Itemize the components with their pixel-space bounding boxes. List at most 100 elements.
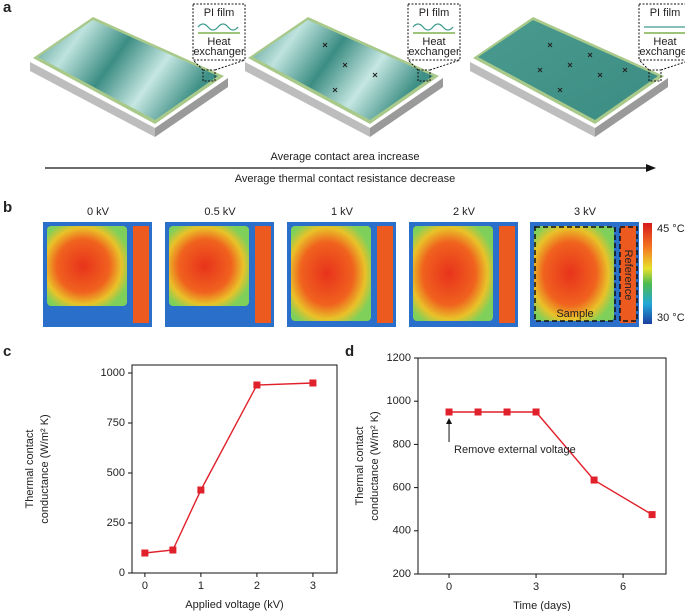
contact-mark: [322, 42, 328, 48]
callout-film: PI film: [419, 7, 450, 19]
panel-label: b: [3, 199, 12, 216]
panel-label: a: [3, 0, 12, 16]
charts: 0 250 500 750 1000 0 1 2 3 Applied voltage (kV) Th…: [24, 352, 667, 611]
callout-line: [192, 59, 246, 71]
x-tick-label: 6: [620, 581, 626, 593]
slab-side: [595, 78, 668, 137]
arrow-label: Average contact area increase: [271, 151, 420, 163]
x-tick-label: 3: [533, 581, 539, 593]
voltage-label: 1 kV: [331, 206, 354, 218]
slab-side: [470, 62, 595, 137]
sample-region: [534, 226, 614, 321]
plot-frame: [131, 364, 338, 574]
colorbar: [643, 223, 652, 324]
data-point: [197, 486, 205, 494]
y-tick-label: 1200: [387, 352, 411, 364]
y-axis-label: conductance (W/m² K): [39, 414, 51, 523]
sample-region: [413, 226, 493, 321]
contact-mark: [597, 72, 603, 78]
callout-exchanger: exchanger: [193, 46, 245, 58]
colorbar-label: 30 °C: [657, 312, 685, 324]
voltage-label: 2 kV: [453, 206, 476, 218]
x-axis-label: Applied voltage (kV): [185, 599, 283, 611]
slab-top: [253, 20, 433, 120]
y-tick-label: 1000: [387, 395, 411, 407]
slab-side: [245, 62, 370, 137]
sample-region: [291, 226, 371, 321]
callout-exchanger: Heat: [653, 36, 676, 48]
data-point: [169, 546, 177, 554]
x-tick-label: 3: [310, 580, 316, 592]
callout-target: [417, 69, 431, 82]
sample-outline: [534, 226, 616, 322]
reference-region: [133, 226, 149, 323]
callout-exchanger: exchanger: [639, 46, 685, 58]
contact-mark: [537, 67, 543, 73]
slab-side: [30, 62, 155, 137]
y-tick-label: 500: [107, 467, 125, 479]
data-point: [309, 379, 317, 387]
data-point: [474, 408, 482, 416]
x-tick-label: 1: [198, 580, 204, 592]
contact-mark: [587, 52, 593, 58]
data-point: [141, 549, 149, 557]
contact-mark: [557, 87, 563, 93]
contact-mark: [547, 42, 553, 48]
reference-region: [255, 226, 271, 323]
x-tick-label: 0: [446, 581, 452, 593]
contact-mark: [622, 67, 628, 73]
x-tick-label: 2: [254, 580, 260, 592]
y-tick-label: 250: [107, 517, 125, 529]
callout-line: [407, 59, 461, 71]
y-tick-label: 750: [107, 417, 125, 429]
y-tick-label: 200: [393, 568, 411, 580]
panel-b: 0 kV 0.5 kV 1 kV 2 kV 3 kV Sample Reference: [43, 206, 639, 327]
callout-line: [638, 59, 685, 71]
slab-top: [38, 20, 218, 120]
annotation: Remove external voltage: [454, 444, 576, 456]
reference-outline: [619, 226, 638, 322]
callout-film: PI film: [204, 7, 235, 19]
contact-mark: [567, 62, 573, 68]
y-axis-label: conductance (W/m² K): [369, 411, 381, 520]
reference-region: [499, 226, 515, 323]
slab-side: [370, 78, 443, 137]
data-line: [144, 382, 313, 554]
slab-top: [478, 20, 658, 120]
voltage-label: 0 kV: [87, 206, 110, 218]
plot-frame: [417, 357, 667, 575]
reference-label: Reference: [622, 250, 634, 301]
data-point: [253, 381, 261, 389]
data-point: [445, 408, 453, 416]
y-tick-label: 1000: [101, 367, 125, 379]
arrow-head: [646, 164, 656, 172]
reference-region: [620, 226, 636, 323]
y-axis-label: Thermal contact: [24, 430, 36, 509]
x-tick-label: 0: [142, 580, 148, 592]
data-line: [449, 411, 653, 516]
callout-box: [638, 3, 685, 61]
film-line: [412, 23, 454, 31]
contact-mark: [342, 62, 348, 68]
y-tick-label: 600: [393, 482, 411, 494]
panel-label: d: [345, 343, 354, 360]
callout-box: [192, 3, 246, 61]
sample-region: [169, 226, 249, 306]
data-point: [590, 476, 598, 484]
callout-box: [407, 3, 461, 61]
annotation-arrow-head: [446, 418, 453, 424]
colorbar-label: 45 °C: [657, 223, 685, 235]
contact-mark: [372, 72, 378, 78]
voltage-label: 3 kV: [574, 206, 597, 218]
y-axis-label: Thermal contact: [354, 427, 366, 506]
callout-film: PI film: [650, 7, 681, 19]
callout-exchanger: Heat: [207, 36, 230, 48]
sample-region: [47, 226, 127, 306]
reference-region: [377, 226, 393, 323]
arrow-label: Average thermal contact resistance decre…: [235, 173, 456, 185]
y-tick-label: 400: [393, 525, 411, 537]
panel-label: c: [3, 343, 11, 360]
sample-label: Sample: [556, 308, 593, 320]
data-point: [532, 408, 540, 416]
